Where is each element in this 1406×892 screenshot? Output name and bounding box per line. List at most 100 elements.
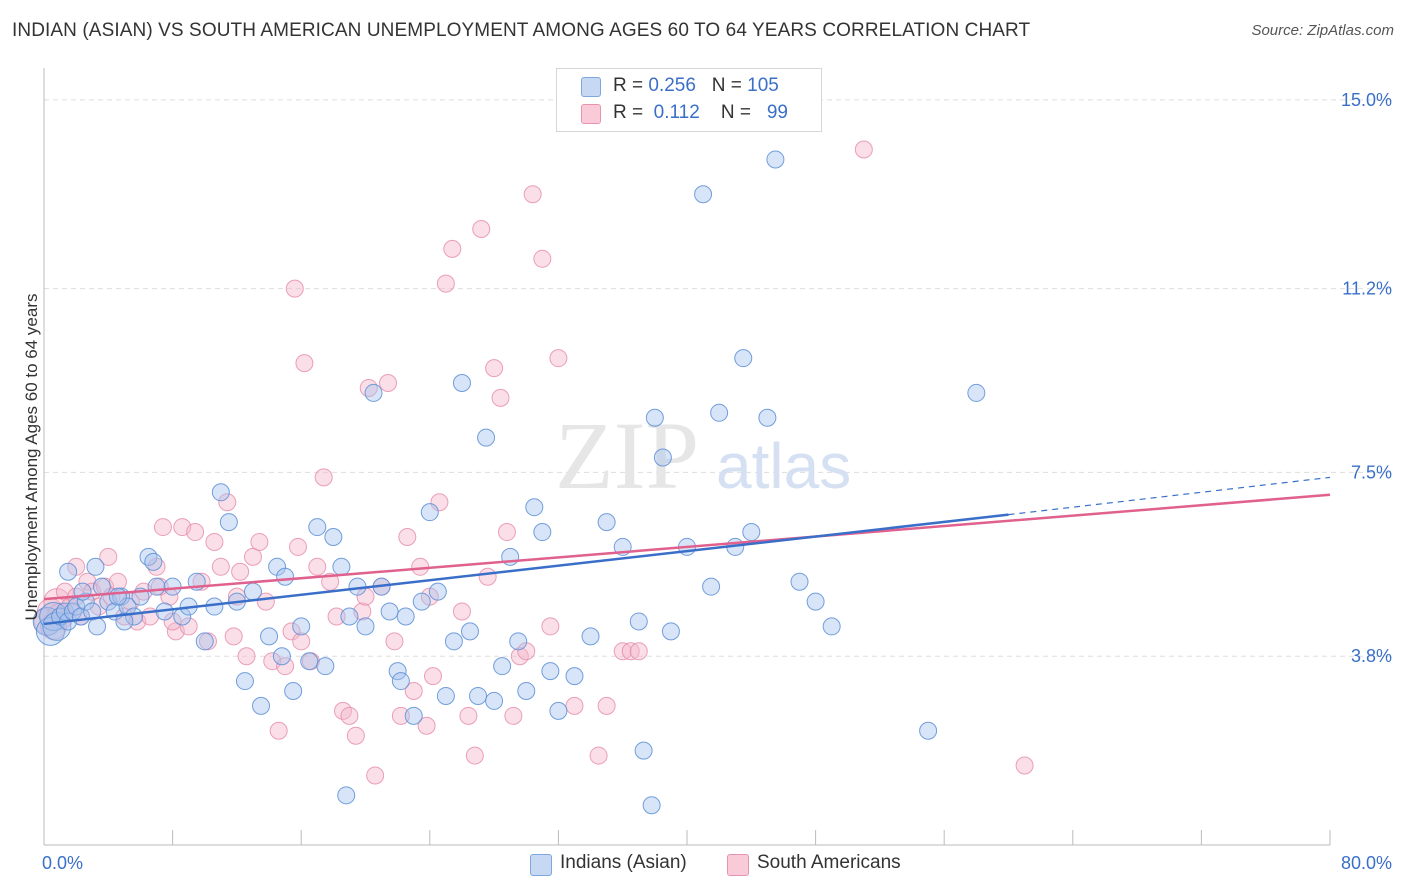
south-americans-point [108,572,127,591]
indians-asian-point [493,657,512,676]
y-tick-label: 3.8% [1351,646,1392,666]
south-americans-point [218,493,237,512]
legend-r-value: 0.112 [653,102,700,123]
indians-asian-point [356,617,375,636]
south-americans-point [269,721,288,740]
indians-asian-point [308,518,327,537]
indians-asian-trend-line [43,513,1009,626]
south-americans-point [533,249,552,268]
south-americans-point [288,537,307,556]
south-americans-point [308,557,327,576]
indians-asian-point [460,622,479,641]
indians-asian-point [88,617,107,636]
indians-asian-point [219,513,238,532]
south-americans-point [472,220,491,238]
south-americans-point [465,746,484,765]
legend-n-label: N = [720,102,757,123]
south-americans-point [549,349,568,368]
indians-asian-point [195,632,214,651]
south-americans-point [504,706,523,725]
indians-asian-point [144,552,163,571]
indians-asian-point [163,577,182,596]
south-americans-point [314,468,333,487]
south-americans-point [411,557,430,576]
south-americans-point [327,607,346,626]
indians-asian-point [710,403,729,422]
south-americans-point [282,622,301,641]
legend-r-label: R = [613,102,649,123]
indians-asian-points [32,150,986,815]
indians-asian-point [235,672,254,691]
south-americans-point [424,667,443,686]
indians-asian-point [108,587,127,606]
south-americans-point [478,567,497,586]
watermark-zip: ZIP [555,402,699,509]
south-americans-point [385,632,404,651]
indians-asian-point [694,185,713,204]
indians-asian-point [388,662,407,681]
south-americans-trend-line [43,493,1331,601]
south-americans-point [459,706,478,725]
indians-asian-point [243,582,262,601]
indians-asian-point [436,686,455,705]
indians-asian-point [565,667,584,686]
correlation-legend: R = 0.256 N = 105 R = 0.112 N = 99 [556,68,822,132]
south-americans-point [211,557,230,576]
legend-swatch-pink [581,104,601,124]
indians-asian-point [276,567,295,586]
south-americans-point [243,547,262,566]
south-americans-point [205,532,224,551]
south-americans-point [417,716,436,735]
bottom-legend-label: South Americans [757,852,901,873]
indians-asian-point [541,662,560,681]
south-americans-point [285,279,304,298]
south-americans-point [295,354,314,373]
indians-asian-point [525,498,544,517]
south-americans-point [404,682,423,700]
legend-r-value: 0.256 [648,75,696,96]
y-tick-label: 7.5% [1351,462,1392,482]
south-americans-point [597,696,616,715]
south-americans-point [523,185,542,204]
indians-asian-point [300,652,319,671]
south-americans-point [99,547,118,566]
indians-asian-point [211,483,230,502]
bottom-legend-swatch-blue [530,854,552,876]
south-americans-point [491,388,510,407]
south-americans-point [366,766,385,785]
south-americans-point [398,528,417,546]
south-americans-point [391,706,410,725]
south-americans-point [379,374,398,392]
indians-asian-point [967,383,986,402]
indians-asian-point [284,682,303,700]
indians-asian-point [822,617,841,636]
indians-asian-point [428,582,447,601]
indians-asian-point [292,617,311,636]
watermark: ZIP atlas [555,402,851,509]
indians-asian-point [139,547,158,566]
indians-asian-point [806,592,825,611]
indians-asian-point [115,612,134,631]
south-americans-point [250,532,269,551]
indians-asian-point [272,647,291,666]
indians-asian-point [404,706,423,725]
indians-asian-point [642,796,661,815]
x-tick-label: 0.0% [42,853,83,873]
indians-asian-point [653,448,672,467]
legend-n-label: N = [711,75,748,96]
indians-asian-point [252,696,271,715]
legend-swatch-blue [581,77,601,97]
south-americans-point [186,523,205,542]
indians-asian-point [549,701,568,720]
south-americans-point [237,647,256,666]
indians-asian-point [420,503,439,522]
south-americans-point [179,617,198,636]
indians-asian-point [790,572,809,591]
south-americans-point [541,617,560,636]
indians-asian-point [396,607,415,626]
south-americans-point [359,378,378,397]
south-americans-point [231,562,250,581]
indians-asian-point [509,632,528,651]
south-americans-point [436,274,455,293]
indians-asian-point [702,577,721,596]
